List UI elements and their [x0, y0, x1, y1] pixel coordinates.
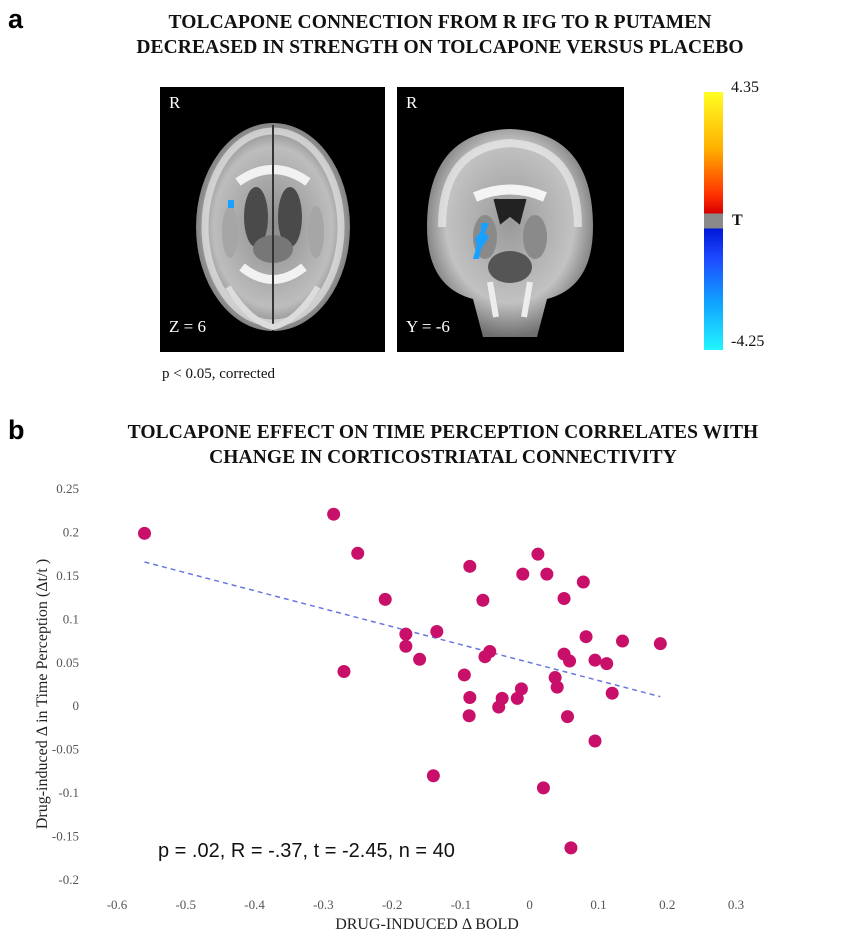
x-tick-label: 0.2 — [659, 897, 675, 912]
panel-b-title-line1: TOLCAPONE EFFECT ON TIME PERCEPTION CORR… — [127, 422, 759, 443]
data-point — [531, 547, 545, 561]
y-tick-label: -0.15 — [52, 829, 79, 844]
data-point — [327, 507, 341, 521]
colorbar-max-label: 4.35 — [731, 79, 759, 96]
y-tick-label: 0.25 — [56, 481, 79, 496]
coronal-orientation-label: R — [406, 93, 418, 112]
data-point — [476, 593, 490, 607]
data-point — [579, 630, 593, 644]
x-tick-label: -0.3 — [313, 897, 334, 912]
y-tick-label: 0.05 — [56, 655, 79, 670]
colorbar-min-label: -4.25 — [731, 333, 765, 350]
trendline — [144, 561, 661, 698]
y-axis-title: Drug-induced Δ in Time Perception (Δt/t … — [34, 559, 51, 829]
data-point — [462, 709, 476, 723]
panel-a-title-line2: DECREASED IN STRENGTH ON TOLCAPONE VERSU… — [136, 37, 744, 58]
y-tick-label: -0.05 — [52, 742, 79, 757]
panel-b-letter: b — [8, 415, 25, 445]
data-point — [399, 639, 413, 653]
data-point — [351, 546, 365, 560]
data-point — [616, 634, 630, 648]
x-tick-label: 0.3 — [728, 897, 744, 912]
data-point — [540, 567, 554, 581]
data-point — [337, 664, 351, 678]
coronal-brain-image: R Y = -6 — [397, 87, 624, 352]
x-tick-label: -0.5 — [175, 897, 196, 912]
coronal-brain-drawing — [427, 129, 593, 337]
colorbar-t-label: T — [732, 212, 743, 229]
x-tick-label: 0 — [526, 897, 533, 912]
data-point — [588, 653, 602, 667]
y-tick-label: 0.1 — [63, 611, 79, 626]
data-point — [138, 526, 152, 540]
y-tick-label: -0.1 — [58, 785, 79, 800]
panel-a-title-line1: TOLCAPONE CONNECTION FROM R IFG TO R PUT… — [168, 12, 712, 33]
data-point — [495, 691, 509, 705]
data-point — [588, 734, 602, 748]
data-point — [516, 567, 530, 581]
x-tick-label: 0.1 — [590, 897, 606, 912]
data-point — [378, 592, 392, 606]
panel-a-title: TOLCAPONE CONNECTION FROM R IFG TO R PUT… — [40, 10, 840, 60]
y-tick-labels: 0.25 0.2 0.15 0.1 0.05 0 -0.05 -0.1 -0.15 -0.2 — [52, 481, 79, 887]
t-stat-colorbar — [704, 92, 723, 350]
stats-annotation: p = .02, R = -.37, t = -2.45, n = 40 — [158, 840, 455, 862]
data-point — [413, 652, 427, 666]
data-point — [514, 682, 528, 696]
data-point — [550, 680, 564, 694]
data-point — [560, 710, 574, 724]
threshold-note: p < 0.05, corrected — [162, 366, 275, 382]
data-points — [138, 507, 667, 855]
data-point — [463, 559, 477, 573]
axial-orientation-label: R — [169, 93, 181, 112]
data-point — [536, 781, 550, 795]
y-tick-label: -0.2 — [58, 872, 79, 887]
data-point — [483, 644, 497, 658]
panel-b-title: TOLCAPONE EFFECT ON TIME PERCEPTION CORR… — [40, 420, 846, 470]
scatter-plot: 0.25 0.2 0.15 0.1 0.05 0 -0.05 -0.1 -0.15 -0.2 -0… — [34, 481, 744, 933]
data-point — [457, 668, 471, 682]
x-tick-label: -0.6 — [107, 897, 128, 912]
data-point — [563, 654, 577, 668]
axial-brain-drawing — [196, 123, 350, 331]
coronal-slice-label: Y = -6 — [406, 317, 450, 336]
data-point — [653, 637, 667, 651]
x-tick-label: -0.4 — [244, 897, 265, 912]
data-point — [564, 841, 578, 855]
data-point — [605, 686, 619, 700]
x-axis-title: DRUG-INDUCED Δ BOLD — [335, 916, 519, 933]
x-tick-label: -0.1 — [451, 897, 472, 912]
x-tick-labels: -0.6 -0.5 -0.4 -0.3 -0.2 -0.1 0 0.1 0.2 0.3 — [107, 897, 744, 912]
panel-b-title-line2: CHANGE IN CORTICOSTRIATAL CONNECTIVITY — [209, 447, 677, 468]
data-point — [430, 624, 444, 638]
data-point — [399, 627, 413, 641]
data-point — [576, 575, 590, 589]
axial-slice-label: Z = 6 — [169, 317, 206, 336]
data-point — [463, 691, 477, 705]
data-point — [426, 769, 440, 783]
panel-a-letter: a — [8, 4, 24, 34]
y-tick-label: 0.2 — [63, 524, 79, 539]
y-tick-label: 0.15 — [56, 568, 79, 583]
axial-brain-image: R Z = 6 — [160, 87, 385, 352]
x-tick-label: -0.2 — [382, 897, 403, 912]
data-point — [557, 591, 571, 605]
data-point — [600, 657, 614, 671]
y-tick-label: 0 — [73, 698, 80, 713]
